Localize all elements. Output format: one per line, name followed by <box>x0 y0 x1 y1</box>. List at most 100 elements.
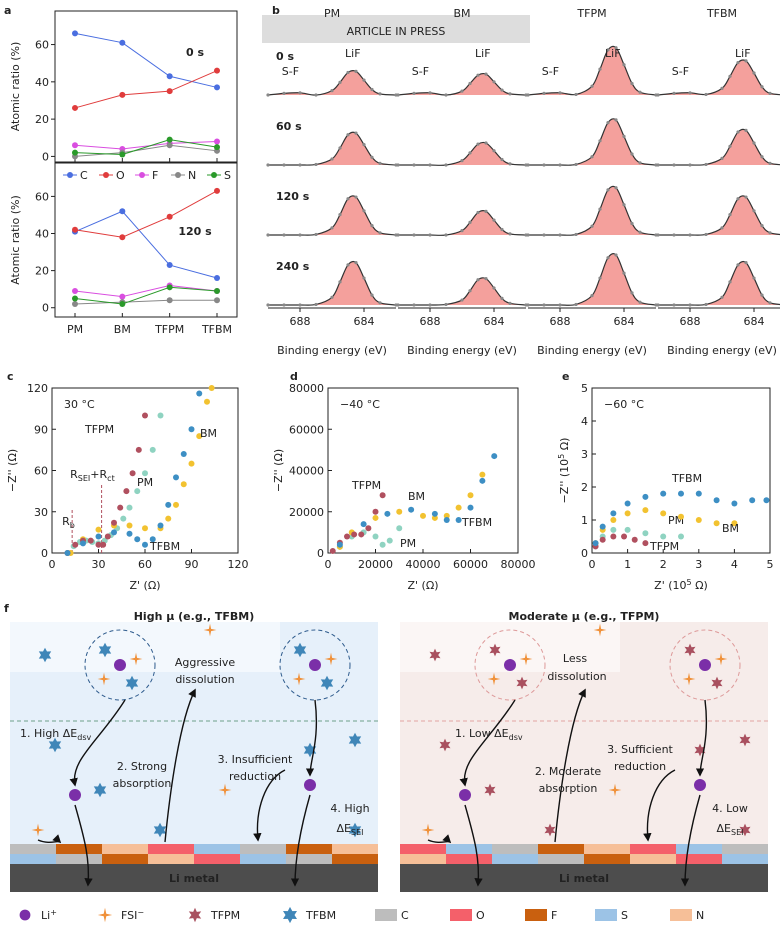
spectrum-point <box>378 92 382 96</box>
spectrum-point <box>760 85 764 89</box>
data-point <box>196 433 203 440</box>
fsi-anion <box>519 652 533 666</box>
x-tick-label: 120 <box>228 558 249 571</box>
data-point <box>134 488 141 495</box>
annotation: Rb <box>62 515 75 530</box>
metal-label: Li metal <box>169 872 219 885</box>
arrow <box>554 688 586 843</box>
data-point <box>455 504 462 511</box>
y-tick-label: 20000 <box>289 506 324 519</box>
li-ion <box>19 909 31 921</box>
series-line <box>74 210 218 279</box>
spectrum-point <box>266 303 270 307</box>
text-part: − <box>137 908 144 917</box>
spectrum-point <box>460 159 464 163</box>
spectrum-point <box>428 91 432 95</box>
fsi-anion <box>487 672 501 686</box>
annotation: −40 °C <box>340 398 380 411</box>
arrow <box>74 804 93 887</box>
x-tick-label: 80000 <box>501 558 536 571</box>
text-part: Ω) <box>692 579 708 592</box>
arrow <box>643 769 676 842</box>
data-point <box>111 529 117 536</box>
spectrum-point <box>362 209 366 213</box>
fsi-anion <box>608 783 622 797</box>
y-tick-label: 2 <box>581 481 588 494</box>
spectrum-point <box>362 276 366 280</box>
spectrum-point <box>526 303 530 307</box>
column-header: BM <box>453 7 470 20</box>
fsi-anion <box>97 907 113 923</box>
row-label: 60 s <box>276 120 302 133</box>
x-tick-label: 0 <box>589 558 596 571</box>
legend-label: C <box>401 909 409 922</box>
spectrum-point <box>768 161 772 165</box>
peak-label: LiF <box>345 47 361 60</box>
text-part: dissolution <box>175 673 234 686</box>
tfbm-molecule <box>153 822 167 838</box>
sei-block <box>194 854 240 864</box>
data-point <box>379 541 386 548</box>
y-axis-label: Atomic ratio (%) <box>9 42 22 132</box>
spectrum-point <box>484 72 488 76</box>
data-point <box>95 533 102 540</box>
text-part: 1. High ΔE <box>20 727 77 740</box>
legend-label: TFPM <box>210 909 240 922</box>
data-point <box>173 474 179 481</box>
x-tick-label: TFPM <box>154 323 184 336</box>
y-tick-label: 0 <box>42 150 49 163</box>
series-line <box>74 140 218 150</box>
spectrum-point <box>630 221 634 226</box>
data-point <box>431 514 438 521</box>
data-point <box>111 519 117 526</box>
spectrum-point <box>630 81 634 86</box>
solvation-shell <box>669 629 741 701</box>
spectrum-point <box>492 286 496 290</box>
data-point <box>166 284 173 291</box>
data-point <box>72 104 78 111</box>
data-point <box>165 515 172 522</box>
spectrum-point <box>598 207 602 211</box>
x-tick-label: TFBM <box>201 323 232 336</box>
text-part: 30 °C <box>64 398 95 411</box>
y-tick-label: 60 <box>35 190 49 203</box>
spectrum-point <box>370 87 374 92</box>
tfpm-molecule <box>484 783 496 797</box>
annotation: dissolution <box>175 673 234 686</box>
data-point <box>188 460 195 467</box>
panel-label: e <box>562 370 569 383</box>
spectrum-point <box>688 303 692 307</box>
spectrum-point <box>370 293 374 297</box>
x-tick-label: 0 <box>49 558 56 571</box>
data-point <box>157 412 164 419</box>
data-point <box>166 297 173 304</box>
spectrum-point <box>720 86 724 90</box>
y-tick-label: 60 <box>35 39 49 52</box>
data-point <box>642 530 649 537</box>
data-point <box>87 537 94 544</box>
panel-label: b <box>272 4 280 17</box>
data-point <box>134 536 141 543</box>
data-point <box>731 520 738 527</box>
spectrum-point <box>630 291 634 295</box>
sei-block <box>584 854 630 864</box>
bulk-region <box>10 622 280 672</box>
sei-block <box>194 844 240 854</box>
arrow <box>459 699 516 787</box>
x-tick-label: BM <box>114 323 131 336</box>
spectrum-point <box>282 91 286 95</box>
spectrum-point <box>282 233 286 237</box>
spectrum-point <box>484 209 488 213</box>
text-part: ΔE <box>337 822 352 835</box>
spectrum-point <box>370 224 374 228</box>
column-header: PM <box>324 7 340 20</box>
column-header: TFBM <box>706 7 737 20</box>
data-point <box>631 536 638 543</box>
sei-block <box>148 844 194 854</box>
sei-block <box>332 844 378 854</box>
y-tick-label: 80000 <box>289 382 324 395</box>
data-point <box>372 533 379 540</box>
arrow <box>164 688 196 843</box>
data-point <box>119 151 126 158</box>
data-point <box>214 187 220 194</box>
